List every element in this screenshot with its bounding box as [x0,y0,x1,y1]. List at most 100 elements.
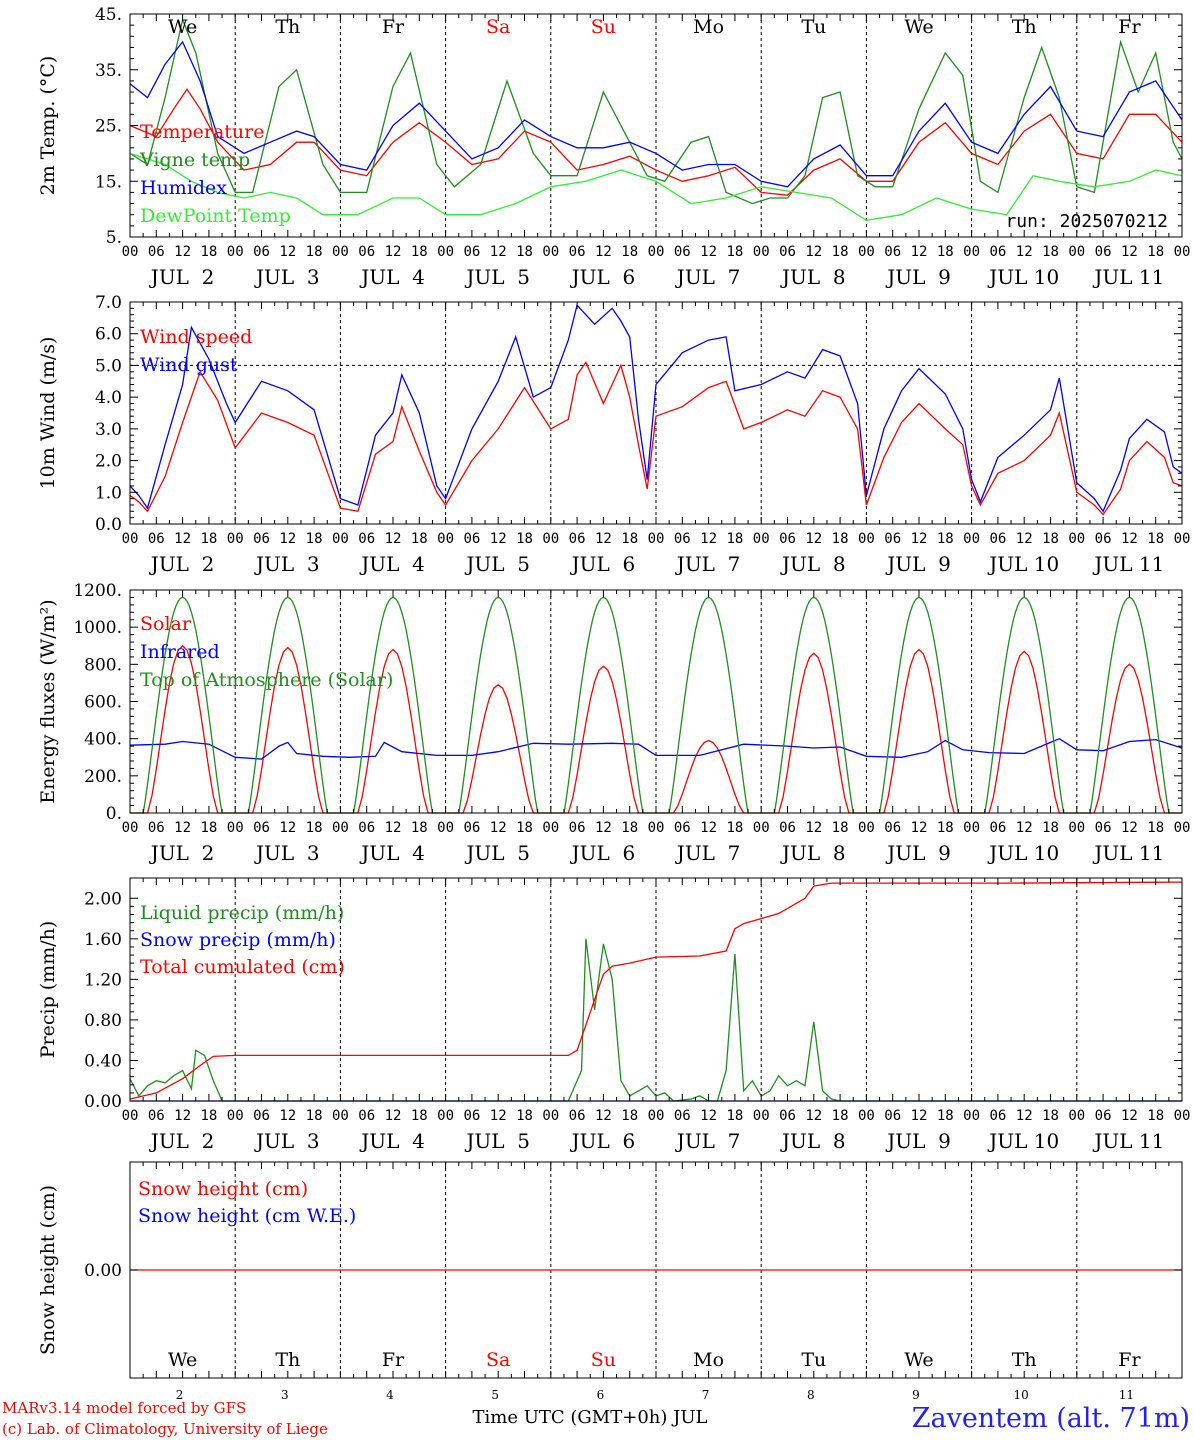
hour-label: 00 [963,820,980,836]
hour-label: 06 [463,1108,480,1124]
legend-entry: Top of Atmosphere (Solar) [140,669,393,691]
hour-label: 06 [1095,820,1112,836]
hour-label: 12 [174,244,191,260]
hour-label: 12 [911,1108,928,1124]
hour-label: 18 [516,1108,533,1124]
date-label: JUL 4 [359,552,425,576]
legend-entry: Humidex [140,177,227,199]
y-tick-label: 600. [84,693,122,713]
date-label: JUL 9 [885,552,951,576]
hour-label: 18 [726,820,743,836]
hour-label: 12 [700,531,717,547]
y-tick-label: 2.00 [84,889,122,909]
day-number: 7 [702,1388,710,1402]
weekday-label: We [168,1349,197,1371]
legend-entry: Snow precip (mm/h) [140,929,336,951]
hour-label: 12 [1016,1108,1033,1124]
date-label: JUL 5 [464,841,530,865]
hour-label: 18 [411,244,428,260]
date-label: JUL 10 [987,841,1059,865]
copyright-note: (c) Lab. of Climatology, University of L… [2,1420,328,1438]
hour-label: 00 [122,244,139,260]
date-label: JUL 9 [885,841,951,865]
hour-label: 06 [463,820,480,836]
date-label: JUL 10 [987,265,1059,289]
hour-label: 00 [332,531,349,547]
hour-label: 18 [621,820,638,836]
hour-label: 12 [1016,244,1033,260]
date-label: JUL 4 [359,841,425,865]
hour-label: 00 [542,820,559,836]
y-tick-label: 0.80 [84,1011,122,1031]
y-axis-title: 10m Wind (m/s) [37,337,59,490]
hour-label: 18 [937,820,954,836]
hour-label: 06 [569,244,586,260]
weekday-label: Su [591,1349,616,1371]
hour-label: 18 [516,820,533,836]
date-label: JUL 10 [987,552,1059,576]
hour-label: 18 [411,531,428,547]
hour-label: 00 [858,244,875,260]
y-tick-label: 0.40 [84,1051,122,1071]
hour-label: 06 [989,1108,1006,1124]
date-label: JUL 3 [254,841,320,865]
y-tick-label: 1.60 [84,930,122,950]
hour-label: 00 [1174,820,1191,836]
hour-label: 06 [1095,1108,1112,1124]
hour-label: 06 [148,244,165,260]
y-tick-label: 35. [95,61,122,81]
hour-label: 12 [174,820,191,836]
hour-label: 12 [174,531,191,547]
date-label: JUL 7 [675,552,741,576]
date-label: JUL 6 [570,1129,636,1153]
hour-label: 00 [1068,1108,1085,1124]
hour-label: 12 [595,1108,612,1124]
hour-label: 12 [700,820,717,836]
hour-label: 12 [595,244,612,260]
hour-label: 12 [911,820,928,836]
hour-label: 12 [490,531,507,547]
grid-layer [130,14,1182,1378]
hour-label: 00 [753,244,770,260]
date-label: JUL 11 [1092,265,1164,289]
series-line-vigne-temp [129,17,1183,205]
y-tick-label: 400. [84,730,122,750]
date-label: JUL 6 [570,265,636,289]
y-tick-label: 1200. [73,581,122,601]
hour-label: 18 [726,1108,743,1124]
y-tick-label: 0.00 [84,1261,122,1281]
y-tick-label: 5. [106,228,122,248]
hour-label: 06 [148,1108,165,1124]
y-axis-title: Energy fluxes (W/m²) [37,599,59,803]
y-tick-label: 4.0 [95,388,122,408]
hour-label: 06 [569,820,586,836]
hour-label: 00 [122,820,139,836]
weekday-label: Th [1012,1349,1037,1371]
series-line-dewpoint-temp [129,152,1183,221]
hour-label: 06 [148,531,165,547]
hour-label: 00 [858,531,875,547]
hour-label: 18 [1042,1108,1059,1124]
y-tick-label: 45. [95,5,122,25]
hour-label: 12 [595,531,612,547]
hour-label: 06 [569,531,586,547]
hour-label: 06 [358,1108,375,1124]
hour-label: 06 [1095,531,1112,547]
hour-label: 00 [122,531,139,547]
hour-label: 00 [542,1108,559,1124]
date-label: JUL 11 [1092,552,1164,576]
hour-label: 00 [542,244,559,260]
hour-label: 06 [674,1108,691,1124]
date-label: JUL 2 [149,552,215,576]
hour-label: 12 [805,820,822,836]
weekday-label: Th [275,16,300,38]
hour-label: 00 [648,820,665,836]
date-label: JUL 2 [149,1129,215,1153]
series-line-temperature [129,88,1183,196]
hour-label: 06 [253,820,270,836]
hour-label: 06 [358,820,375,836]
hour-label: 06 [989,531,1006,547]
y-tick-label: 0.0 [95,515,122,535]
hour-label: 00 [1068,244,1085,260]
